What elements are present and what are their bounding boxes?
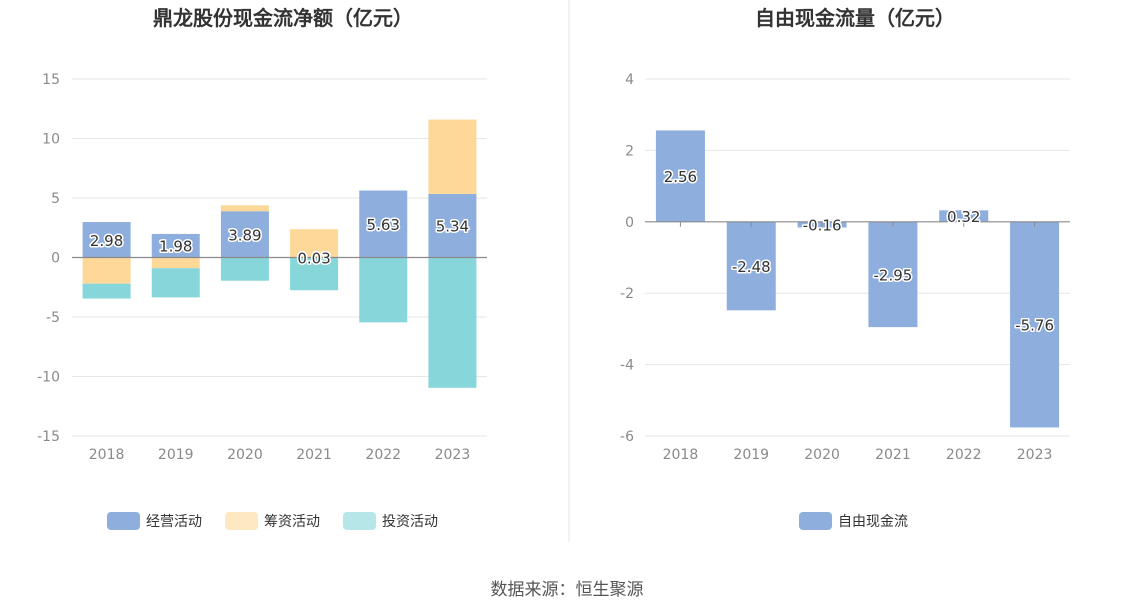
x-category-label: 2020 xyxy=(804,447,840,463)
x-category-label: 2018 xyxy=(663,447,699,463)
data-label: 1.98 xyxy=(159,238,192,256)
bar-投资活动-2020 xyxy=(220,257,269,281)
bar-经营活动-2020 xyxy=(220,211,269,258)
legend-label: 筹资活动 xyxy=(264,513,320,530)
data-label: 3.89 xyxy=(228,226,261,244)
legend-swatch xyxy=(107,512,140,530)
y-tick-label: 10 xyxy=(42,132,60,148)
x-category-label: 2019 xyxy=(733,447,769,463)
legend-swatch xyxy=(799,512,832,530)
x-category-label: 2021 xyxy=(296,447,332,463)
y-tick-label: -10 xyxy=(37,370,60,386)
data-label: 5.34 xyxy=(436,218,469,236)
bar-筹资活动-2020 xyxy=(220,205,269,212)
bar-筹资活动-2023 xyxy=(428,119,477,194)
data-label: 2.98 xyxy=(90,232,123,250)
free-cashflow-chart: 自由现金流量（亿元） 4 2 0 -2 -4 -6 2018 2019 2020 2021 2022… xyxy=(620,6,1070,530)
bar-经营活动-2022 xyxy=(359,190,408,258)
legend-label: 投资活动 xyxy=(382,514,438,530)
y-tick-label: 2 xyxy=(625,143,634,159)
y-tick-label: -6 xyxy=(620,429,634,445)
bar-投资活动-2023 xyxy=(428,257,477,388)
x-category-label: 2020 xyxy=(227,447,263,463)
bar-筹资活动-2018 xyxy=(82,257,131,284)
y-tick-label: 0 xyxy=(625,215,634,231)
legend-label: 自由现金流 xyxy=(838,514,908,530)
bar-筹资活动-2019 xyxy=(151,257,200,269)
y-tick-label: -5 xyxy=(46,310,60,326)
chart-title-cashflow: 鼎龙股份现金流净额（亿元） xyxy=(153,6,413,30)
bar-自由现金流-2018 xyxy=(655,130,705,222)
bar-投资活动-2019 xyxy=(151,268,200,298)
y-tick-label: -2 xyxy=(620,286,634,302)
bar-投资活动-2021 xyxy=(290,257,339,291)
bar-自由现金流-2019 xyxy=(726,221,776,311)
bar-自由现金流-2021 xyxy=(868,221,918,328)
data-label: 0.03 xyxy=(297,249,330,267)
legend-swatch xyxy=(343,512,376,530)
y-tick-label: -4 xyxy=(620,358,634,374)
data-label: -0.16 xyxy=(803,217,842,235)
chart-title-free-cashflow: 自由现金流量（亿元） xyxy=(755,6,955,30)
bar-投资活动-2022 xyxy=(359,257,408,323)
y-tick-label: 15 xyxy=(42,72,60,88)
x-category-label: 2022 xyxy=(365,447,401,463)
x-category-label: 2019 xyxy=(158,447,194,463)
bar-自由现金流-2022 xyxy=(939,210,989,222)
y-tick-label: 5 xyxy=(51,191,60,207)
data-source-footer: 数据来源：恒生聚源 xyxy=(490,580,644,600)
y-tick-label: 0 xyxy=(51,251,60,267)
data-label: -5.76 xyxy=(1015,317,1054,335)
data-label: 0.32 xyxy=(947,208,980,226)
bar-经营活动-2019 xyxy=(151,233,200,258)
y-tick-label: 4 xyxy=(625,72,634,88)
bar-经营活动-2023 xyxy=(428,193,477,258)
bar-经营活动-2018 xyxy=(82,222,131,258)
y-tick-label: -15 xyxy=(37,429,60,445)
data-label: 5.63 xyxy=(367,216,400,234)
x-category-label: 2023 xyxy=(435,447,471,463)
cashflow-net-chart: 鼎龙股份现金流净额（亿元） 15 10 5 0 -5 -10 -15 2018 2019 2020… xyxy=(37,6,487,530)
data-label: -2.48 xyxy=(732,258,771,276)
bar-自由现金流-2023 xyxy=(1010,221,1060,428)
x-category-label: 2021 xyxy=(875,447,911,463)
x-category-label: 2022 xyxy=(946,447,982,463)
legend-swatch xyxy=(225,512,258,530)
legend-label: 经营活动 xyxy=(146,514,202,530)
data-label: -2.95 xyxy=(874,266,913,284)
bar-筹资活动-2021 xyxy=(290,229,339,258)
data-label: 2.56 xyxy=(664,168,697,186)
x-category-label: 2018 xyxy=(89,447,125,463)
bar-投资活动-2018 xyxy=(82,283,131,299)
x-category-label: 2023 xyxy=(1017,447,1053,463)
